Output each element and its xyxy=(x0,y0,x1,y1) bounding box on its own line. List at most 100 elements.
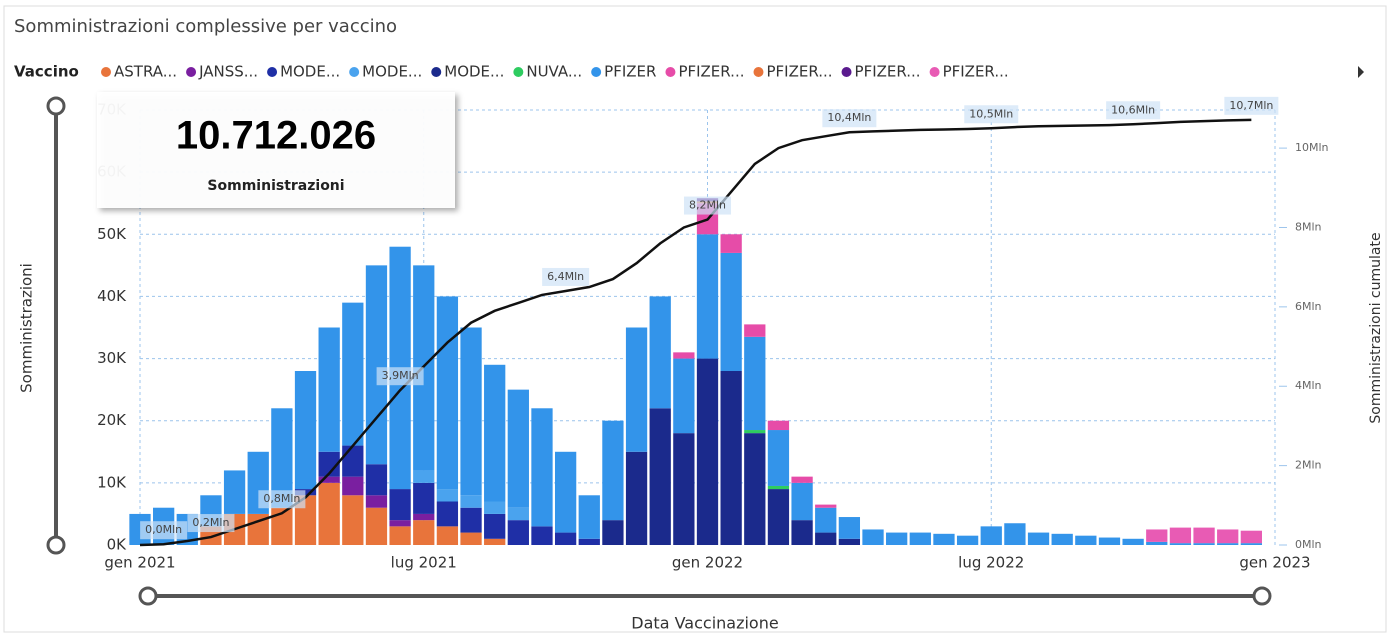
bar-segment xyxy=(602,520,624,545)
bar-segment xyxy=(744,433,766,545)
legend-label: MODE... xyxy=(362,63,422,81)
bar-segment xyxy=(413,520,435,545)
value-label-bg xyxy=(683,196,732,215)
value-label: 6,4Mln xyxy=(547,270,584,283)
value-label: 10,4Mln xyxy=(827,111,871,124)
bar-segment xyxy=(413,513,435,521)
bar-segment xyxy=(318,482,340,545)
bar-segment xyxy=(1051,533,1073,545)
legend-marker xyxy=(929,67,940,77)
bar-segment xyxy=(578,495,600,539)
bar-segment xyxy=(1004,523,1026,545)
chart-title: Somministrazioni complessive per vaccino xyxy=(14,16,397,37)
x-slider-handle[interactable] xyxy=(1252,586,1272,606)
value-label: 10,6Mln xyxy=(1111,103,1155,116)
bar-segment xyxy=(602,420,624,521)
y-tick-label: 0K xyxy=(107,536,128,554)
bar-segment xyxy=(1146,529,1168,542)
legend-label: PFIZER... xyxy=(678,63,744,81)
bar-segment xyxy=(696,234,719,359)
bar-segment xyxy=(980,526,1002,545)
legend-label: PFIZER... xyxy=(855,63,921,81)
bar-segment xyxy=(365,507,388,545)
bar-segment xyxy=(365,495,388,508)
bar-segment xyxy=(413,482,435,514)
y2-tick-label: 10Mln xyxy=(1295,141,1329,154)
bar-segment xyxy=(1240,543,1262,545)
x-slider-handle[interactable] xyxy=(138,586,158,606)
bar-segment xyxy=(791,482,813,521)
bar-segment xyxy=(365,464,388,496)
legend-label: PFIZER xyxy=(604,63,656,81)
bar-segment xyxy=(1217,529,1239,544)
plot: 0K10K20K30K40K50K60K70K0Mln2Mln4Mln6Mln8… xyxy=(97,96,1329,572)
bar-segment xyxy=(625,327,648,452)
legend-marker xyxy=(591,67,602,77)
value-label: 3,9Mln xyxy=(382,369,419,382)
legend-title: Vaccino xyxy=(14,63,79,81)
bar-segment xyxy=(318,327,340,452)
legend-scroll[interactable] xyxy=(1358,66,1364,78)
bar-segment xyxy=(294,489,317,496)
bar-segment xyxy=(342,302,364,446)
legend-marker xyxy=(101,67,111,77)
bar-segment xyxy=(342,445,364,477)
bar-segment xyxy=(1240,530,1262,544)
value-label-bg xyxy=(1106,101,1161,120)
bar-segment xyxy=(838,538,861,545)
bar-segment xyxy=(342,476,364,496)
bar-segment xyxy=(389,520,411,527)
legend-marker xyxy=(267,67,278,77)
y-tick-label: 40K xyxy=(97,287,127,305)
y-slider-handle[interactable] xyxy=(46,535,66,555)
bar-segment xyxy=(767,420,790,431)
y-tick-label: 10K xyxy=(97,473,127,491)
x-axis-label: Data Vaccinazione xyxy=(631,614,778,633)
y-axis-label: Somministrazioni xyxy=(18,263,36,393)
y2-tick-label: 4Mln xyxy=(1295,379,1322,392)
legend-marker xyxy=(349,67,360,77)
bar-segment xyxy=(1146,541,1168,545)
y-slider-handle[interactable] xyxy=(46,96,66,116)
legend-label: MODE... xyxy=(280,63,340,81)
bar-segment xyxy=(436,296,459,490)
legend-label: ASTRA... xyxy=(114,63,177,81)
bar-segment xyxy=(413,470,435,483)
bar-segment xyxy=(673,358,695,434)
bar-segment xyxy=(720,371,742,545)
bar-segment xyxy=(767,489,790,545)
bar-segment xyxy=(956,535,979,545)
y2-tick-label: 8Mln xyxy=(1295,220,1322,233)
cumulative-line xyxy=(139,118,1252,547)
bar-segment xyxy=(531,526,553,545)
bar-segment xyxy=(1027,532,1050,545)
value-label: 10,5Mln xyxy=(969,107,1013,120)
bar-segment xyxy=(271,408,293,508)
kpi-card: 10.712.026 Somministrazioni xyxy=(97,92,455,208)
bar-segment xyxy=(484,538,506,545)
legend-marker xyxy=(431,67,442,77)
bar-segment xyxy=(649,408,671,545)
bar-segment xyxy=(460,327,482,496)
legend-marker xyxy=(186,67,197,77)
value-label: 0,0Mln xyxy=(145,523,182,536)
bar-segment xyxy=(365,265,388,465)
bar-segment xyxy=(484,513,506,539)
y2-axis-label: Somministrazioni cumulate xyxy=(1368,232,1384,423)
legend: ASTRA... JANSS... MODE... MODE... MODE... NUV… xyxy=(101,63,1009,81)
bar-segment xyxy=(389,526,411,545)
bar-segment xyxy=(436,526,459,545)
bar-segment xyxy=(1098,537,1121,545)
legend-label: PFIZER... xyxy=(943,63,1009,81)
bar-segment xyxy=(815,507,837,533)
legend-label: PFIZER... xyxy=(766,63,832,81)
bar-segment xyxy=(223,470,246,514)
bar-segment xyxy=(838,517,861,539)
x-tick-label: gen 2021 xyxy=(104,554,175,572)
bar-segment xyxy=(720,252,742,371)
bar-segment xyxy=(271,507,293,545)
legend-label: NUVA... xyxy=(526,63,582,81)
bar-segment xyxy=(791,520,813,545)
legend-marker xyxy=(665,67,676,77)
